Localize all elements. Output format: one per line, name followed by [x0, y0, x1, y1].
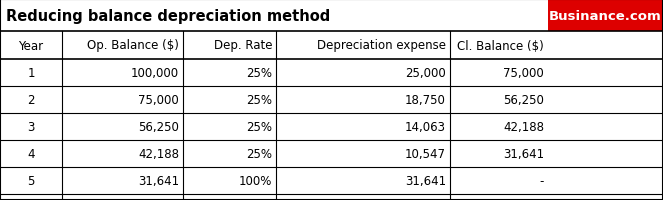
- Text: 25%: 25%: [246, 94, 272, 106]
- Text: Year: Year: [19, 39, 44, 52]
- Bar: [0, 32, 663, 60]
- Text: 56,250: 56,250: [138, 120, 179, 133]
- Text: 4: 4: [27, 147, 34, 160]
- Text: 100%: 100%: [239, 174, 272, 187]
- Text: Depreciation expense: Depreciation expense: [317, 39, 446, 52]
- Bar: [0, 167, 663, 194]
- Text: 42,188: 42,188: [138, 147, 179, 160]
- Bar: [0, 0, 663, 32]
- Text: 56,250: 56,250: [503, 94, 544, 106]
- Text: 2: 2: [27, 94, 34, 106]
- Bar: [0, 87, 663, 113]
- Text: 5: 5: [27, 174, 34, 187]
- Bar: [0, 113, 663, 140]
- Text: Cl. Balance ($): Cl. Balance ($): [457, 39, 544, 52]
- Text: 3: 3: [27, 120, 34, 133]
- Text: Op. Balance ($): Op. Balance ($): [87, 39, 179, 52]
- Text: 100,000: 100,000: [131, 67, 179, 80]
- Text: 31,641: 31,641: [503, 147, 544, 160]
- Text: 31,641: 31,641: [405, 174, 446, 187]
- Bar: [0, 60, 663, 87]
- Text: -: -: [540, 174, 544, 187]
- Bar: [548, 0, 663, 32]
- Text: 25,000: 25,000: [405, 67, 446, 80]
- Text: 25%: 25%: [246, 67, 272, 80]
- Text: Businance.com: Businance.com: [549, 9, 662, 22]
- Text: 75,000: 75,000: [139, 94, 179, 106]
- Text: 1: 1: [27, 67, 34, 80]
- Text: 10,547: 10,547: [405, 147, 446, 160]
- Text: 75,000: 75,000: [503, 67, 544, 80]
- Bar: [0, 140, 663, 167]
- Text: Dep. Rate: Dep. Rate: [213, 39, 272, 52]
- Text: 18,750: 18,750: [405, 94, 446, 106]
- Text: 31,641: 31,641: [138, 174, 179, 187]
- Text: 25%: 25%: [246, 147, 272, 160]
- Text: Reducing balance depreciation method: Reducing balance depreciation method: [6, 8, 330, 23]
- Text: 25%: 25%: [246, 120, 272, 133]
- Text: 42,188: 42,188: [503, 120, 544, 133]
- Text: 14,063: 14,063: [405, 120, 446, 133]
